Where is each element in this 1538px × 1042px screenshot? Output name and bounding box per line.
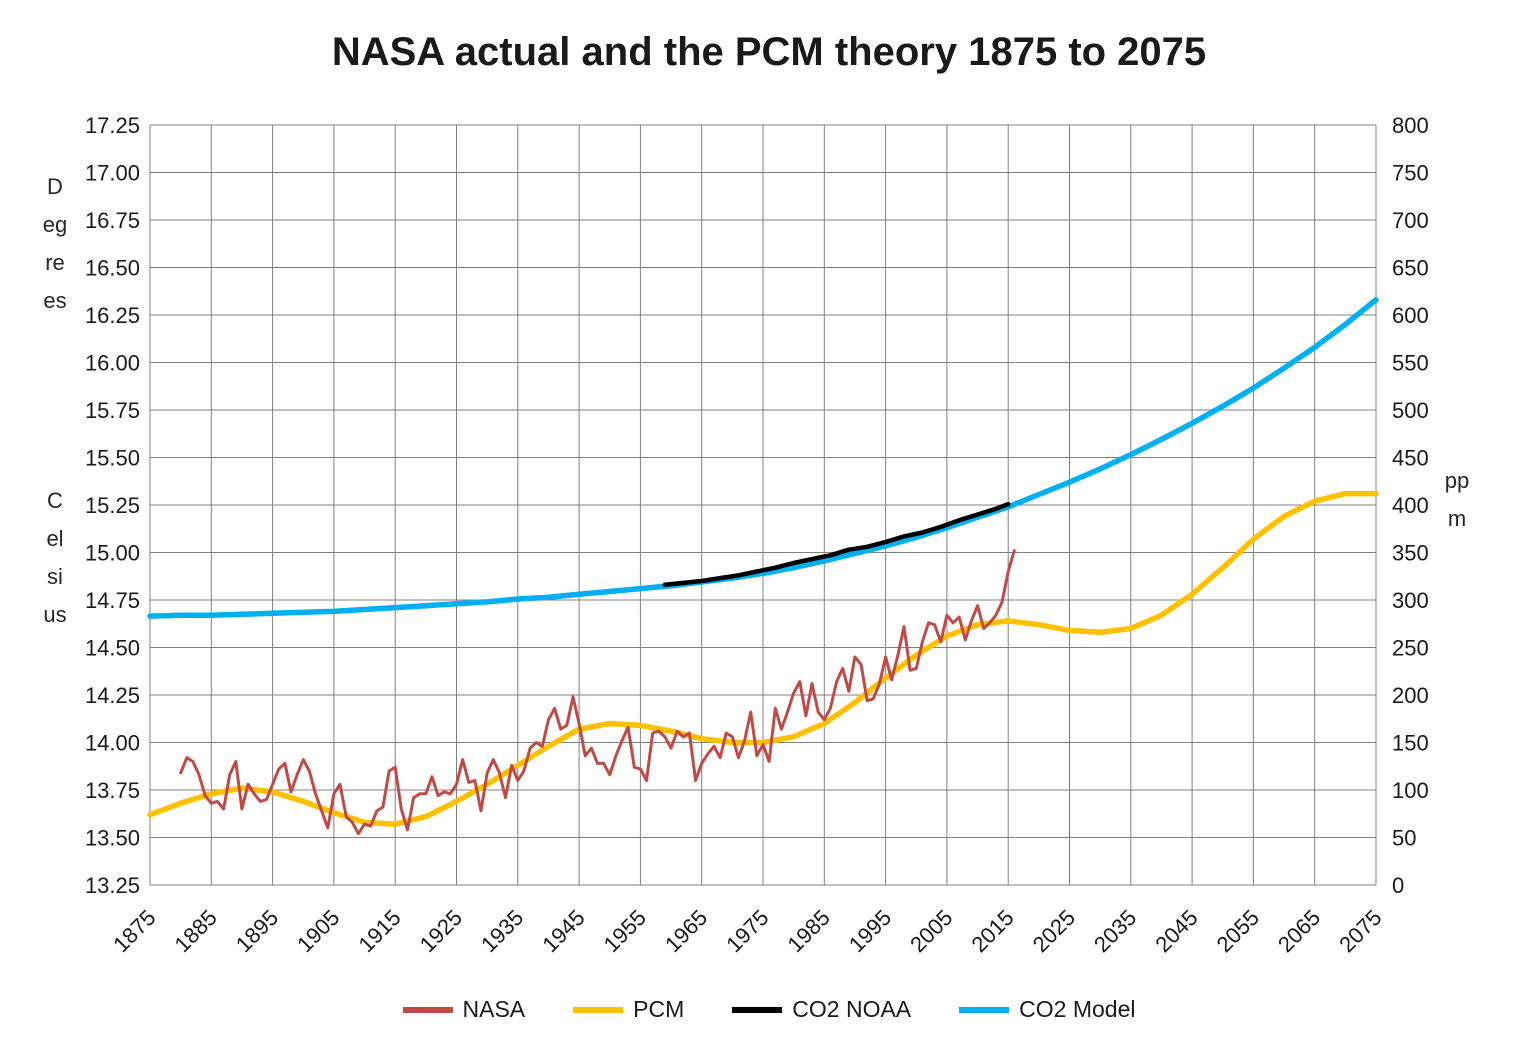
x-tick-label: 1905 bbox=[292, 905, 344, 957]
x-tick-label: 2015 bbox=[966, 905, 1018, 957]
y-left-tick-label: 13.75 bbox=[85, 778, 140, 803]
y-left-tick-label: 16.25 bbox=[85, 303, 140, 328]
y-left-tick-label: 15.00 bbox=[85, 541, 140, 566]
x-tick-label: 1925 bbox=[415, 905, 467, 957]
y-right-tick-label: 700 bbox=[1392, 208, 1429, 233]
y-axis-left-title-degrees: Degrees bbox=[42, 174, 68, 313]
y-right-tick-label: 750 bbox=[1392, 161, 1429, 186]
y-right-tick-label: 300 bbox=[1392, 588, 1429, 613]
y-right-tick-label: 200 bbox=[1392, 683, 1429, 708]
y-right-tick-label: 150 bbox=[1392, 731, 1429, 756]
y-right-tick-label: 50 bbox=[1392, 826, 1416, 851]
legend-swatch-pcm bbox=[573, 1006, 624, 1013]
legend: NASA PCM CO2 NOAA CO2 Model bbox=[0, 996, 1538, 1023]
y-left-tick-label: 16.50 bbox=[85, 256, 140, 281]
y-left-tick-label: 14.75 bbox=[85, 588, 140, 613]
y-right-tick-label: 650 bbox=[1392, 256, 1429, 281]
y-left-tick-label: 17.00 bbox=[85, 161, 140, 186]
y-left-tick-label: 14.50 bbox=[85, 636, 140, 661]
y-right-tick-label: 550 bbox=[1392, 351, 1429, 376]
legend-item-co2-noaa: CO2 NOAA bbox=[732, 996, 911, 1023]
y-axis-right-title-ppm: ppm bbox=[1444, 468, 1470, 531]
y-right-tick-label: 250 bbox=[1392, 636, 1429, 661]
y-left-tick-label: 13.25 bbox=[85, 873, 140, 898]
y-left-tick-label: 13.50 bbox=[85, 826, 140, 851]
y-left-tick-label: 16.00 bbox=[85, 351, 140, 376]
legend-item-pcm: PCM bbox=[573, 996, 684, 1023]
x-tick-label: 2035 bbox=[1089, 905, 1141, 957]
x-tick-label: 1885 bbox=[170, 905, 222, 957]
x-tick-label: 1935 bbox=[476, 905, 528, 957]
series-line-pcm bbox=[147, 490, 1379, 827]
x-tick-label: 2025 bbox=[1028, 905, 1080, 957]
x-tick-label: 1915 bbox=[353, 905, 405, 957]
y-right-tick-label: 0 bbox=[1392, 873, 1404, 898]
y-right-tick-label: 800 bbox=[1392, 113, 1429, 138]
x-tick-label: 1875 bbox=[108, 905, 160, 957]
x-tick-label: 1985 bbox=[783, 905, 835, 957]
x-tick-label: 2075 bbox=[1334, 905, 1386, 957]
legend-label-co2-noaa: CO2 NOAA bbox=[792, 996, 912, 1022]
y-left-tick-label: 15.50 bbox=[85, 446, 140, 471]
legend-swatch-co2-noaa bbox=[732, 1006, 783, 1013]
legend-label-co2-model: CO2 Model bbox=[1019, 996, 1136, 1022]
y-right-tick-label: 600 bbox=[1392, 303, 1429, 328]
y-right-tick-label: 450 bbox=[1392, 446, 1429, 471]
legend-swatch-nasa bbox=[402, 1006, 453, 1013]
legend-label-nasa: NASA bbox=[462, 996, 526, 1022]
legend-swatch-co2-model bbox=[959, 1006, 1010, 1013]
y-left-tick-label: 17.25 bbox=[85, 113, 140, 138]
x-tick-label: 1945 bbox=[537, 905, 589, 957]
x-tick-label: 1955 bbox=[599, 905, 651, 957]
x-tick-label: 2055 bbox=[1212, 905, 1264, 957]
x-tick-label: 2065 bbox=[1273, 905, 1325, 957]
y-right-tick-label: 500 bbox=[1392, 398, 1429, 423]
y-left-tick-label: 16.75 bbox=[85, 208, 140, 233]
x-tick-label: 2045 bbox=[1150, 905, 1202, 957]
x-tick-label: 1975 bbox=[721, 905, 773, 957]
chart-title: NASA actual and the PCM theory 1875 to 2… bbox=[331, 30, 1207, 74]
y-left-tick-label: 14.00 bbox=[85, 731, 140, 756]
series-line-co2-noaa bbox=[662, 501, 1011, 588]
y-axis-left-title-celsius: Celsius bbox=[43, 488, 67, 627]
y-left-tick-label: 15.25 bbox=[85, 493, 140, 518]
y-right-tick-label: 100 bbox=[1392, 778, 1429, 803]
legend-item-co2-model: CO2 Model bbox=[959, 996, 1135, 1023]
x-tick-label: 1895 bbox=[231, 905, 283, 957]
y-left-tick-label: 15.75 bbox=[85, 398, 140, 423]
series-line-co2-model bbox=[147, 297, 1379, 619]
x-tick-label: 1995 bbox=[844, 905, 896, 957]
legend-label-pcm: PCM bbox=[633, 996, 685, 1022]
x-tick-label: 2005 bbox=[905, 905, 957, 957]
y-right-tick-label: 400 bbox=[1392, 493, 1429, 518]
legend-item-nasa: NASA bbox=[402, 996, 526, 1023]
x-tick-label: 1965 bbox=[660, 905, 712, 957]
y-right-tick-label: 350 bbox=[1392, 541, 1429, 566]
y-left-tick-label: 14.25 bbox=[85, 683, 140, 708]
series-line-nasa bbox=[179, 549, 1016, 836]
